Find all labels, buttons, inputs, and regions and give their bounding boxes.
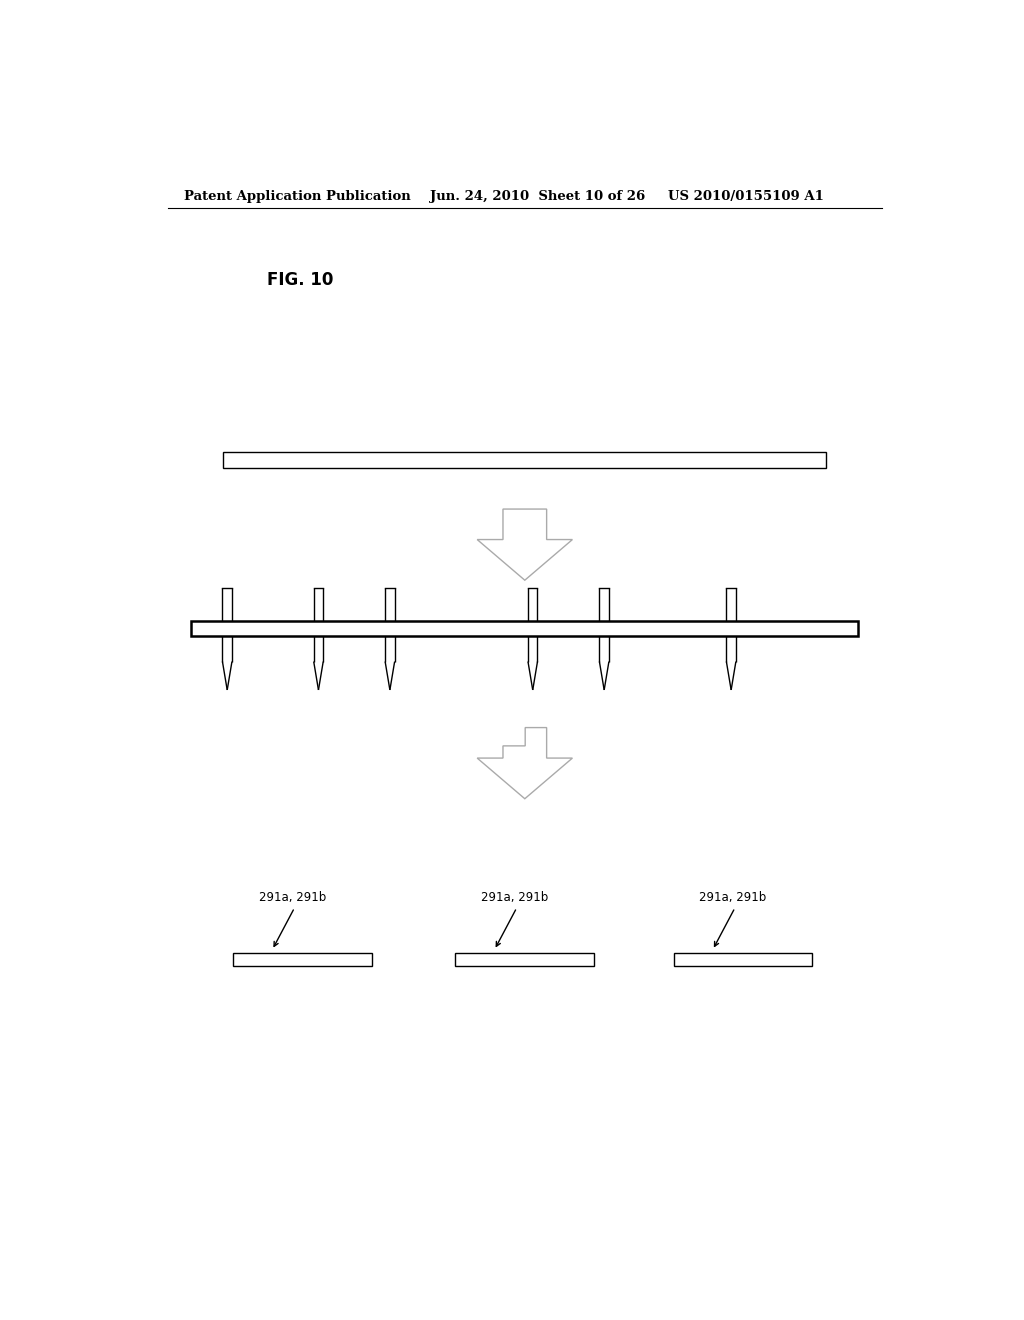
Bar <box>674 953 812 966</box>
Bar <box>233 953 372 966</box>
Text: 291a, 291b: 291a, 291b <box>699 891 767 904</box>
Text: Jun. 24, 2010  Sheet 10 of 26: Jun. 24, 2010 Sheet 10 of 26 <box>430 190 645 202</box>
Text: US 2010/0155109 A1: US 2010/0155109 A1 <box>668 190 823 202</box>
Text: 291a, 291b: 291a, 291b <box>481 891 549 904</box>
Bar <box>456 953 594 966</box>
Text: FIG. 10: FIG. 10 <box>267 272 333 289</box>
Text: 291a, 291b: 291a, 291b <box>259 891 327 904</box>
Bar <box>191 620 858 636</box>
Bar <box>223 453 826 469</box>
Polygon shape <box>477 510 572 581</box>
Text: Patent Application Publication: Patent Application Publication <box>183 190 411 202</box>
Polygon shape <box>477 727 572 799</box>
